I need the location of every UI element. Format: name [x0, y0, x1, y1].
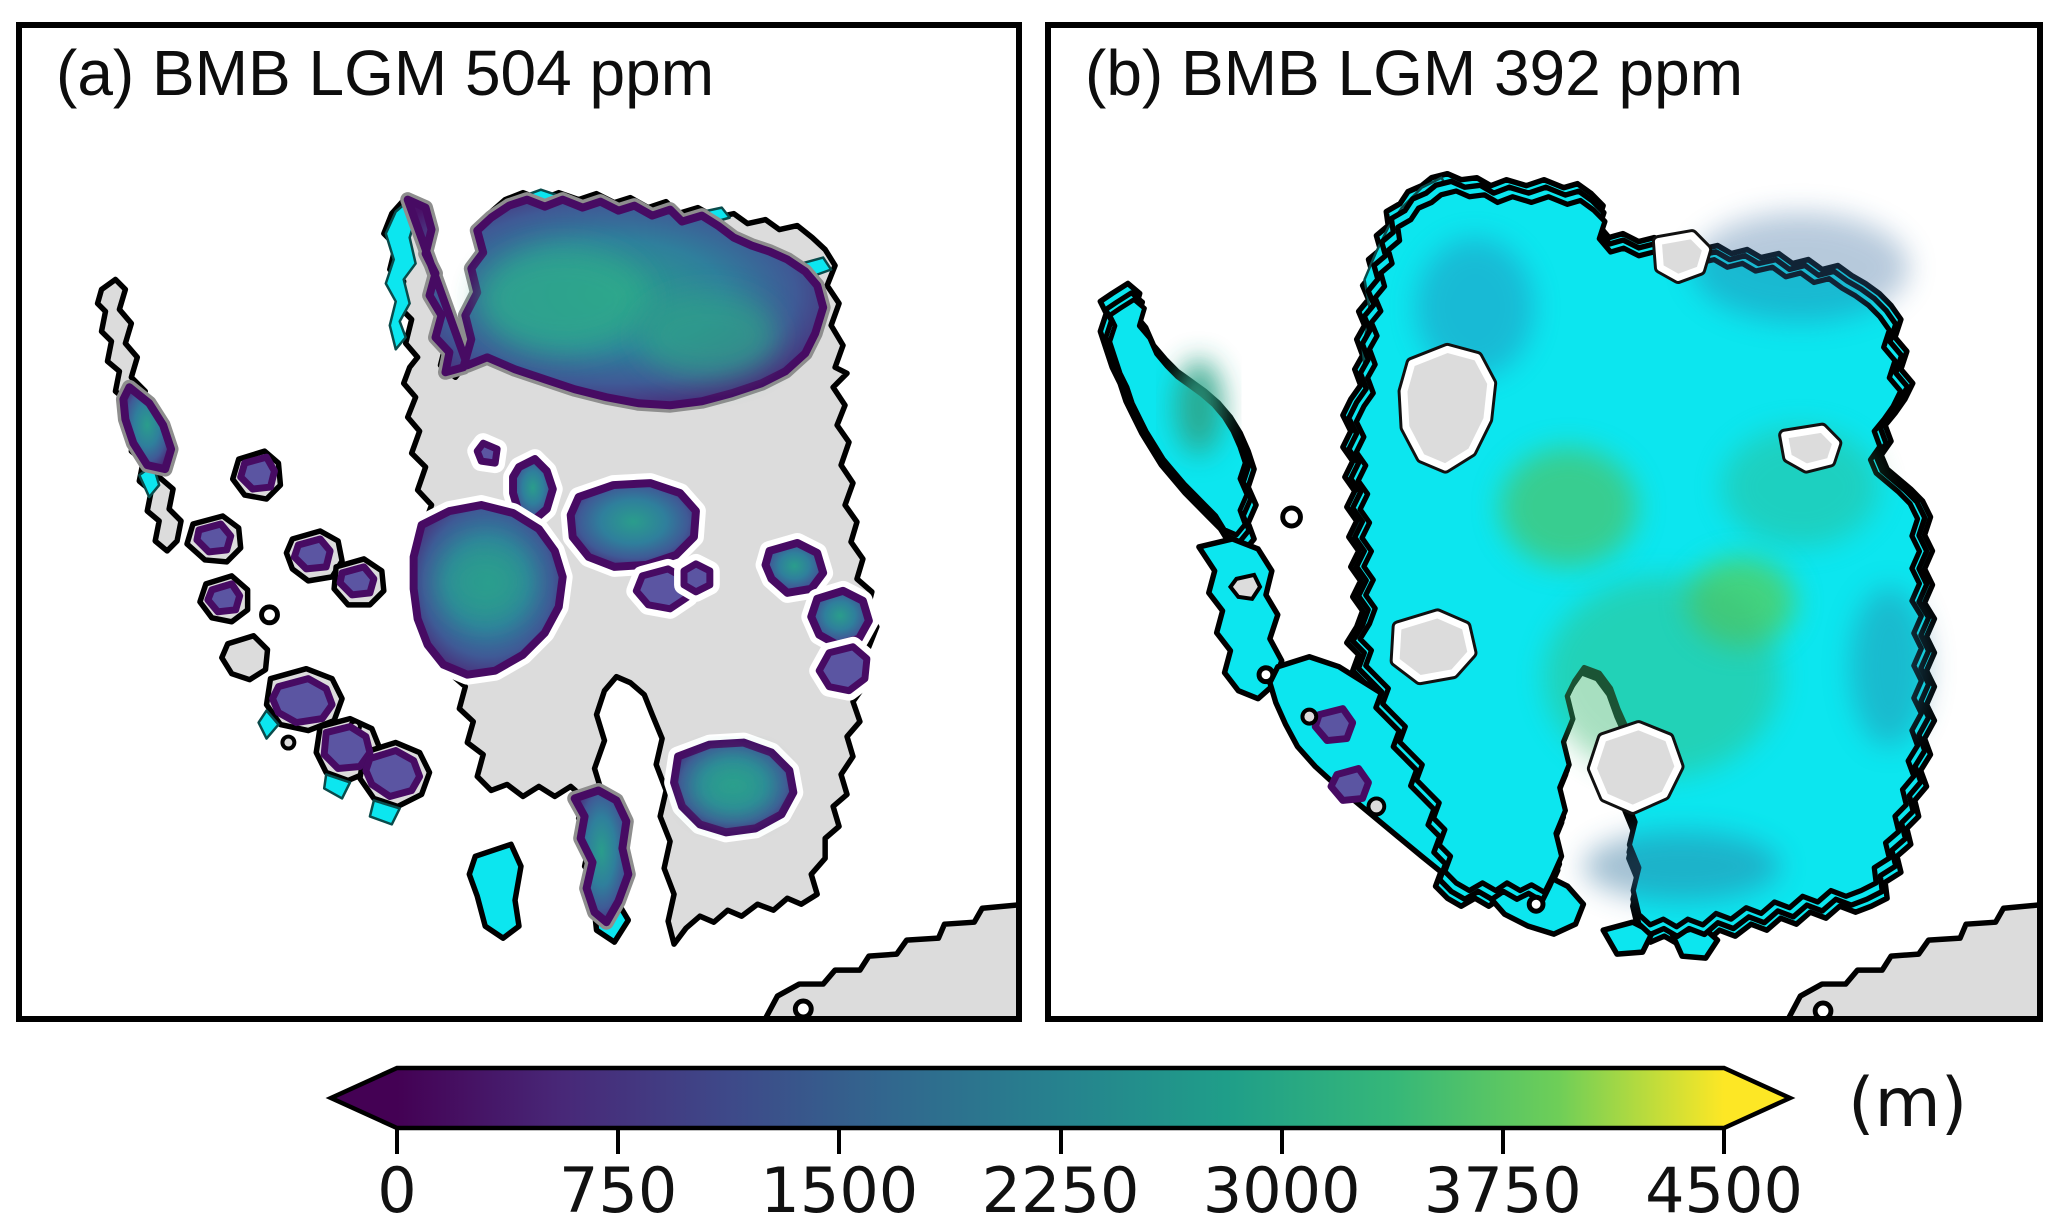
panel-b: (b) BMB LGM 392 ppm	[1045, 22, 2043, 1022]
colorbar-gradient	[397, 1068, 1724, 1128]
colorbar-tick-mark	[1279, 1128, 1284, 1154]
panel-a-title: (a) BMB LGM 504 ppm	[56, 37, 714, 109]
islets-b	[1227, 572, 1546, 914]
land-fragment-b	[1786, 904, 2037, 1016]
colorbar-tick-mark	[1500, 1128, 1505, 1154]
ice-free-patches-b	[1389, 229, 1843, 815]
map-antarctica-392ppm	[1097, 170, 2037, 1016]
colorbar-tick-label: 4500	[1645, 1154, 1803, 1218]
colorbar-tick-label: 3000	[1202, 1154, 1361, 1218]
panel-a: (a) BMB LGM 504 ppm	[16, 22, 1022, 1022]
colorbar-tick-label: 1500	[760, 1154, 919, 1218]
colorbar-tick-label: 2250	[981, 1154, 1140, 1218]
colorbar-tick-mark	[837, 1128, 842, 1154]
ice-thickness-a	[115, 192, 879, 930]
colorbar-ticks: 0 750 1500 2250 3000 3750 4500	[320, 1128, 1803, 1218]
colorbar-tick-label: 3750	[1423, 1154, 1582, 1218]
land-fragment-a	[763, 904, 1016, 1016]
colorbar-tick-mark	[1058, 1128, 1063, 1154]
colorbar-tick-mark	[1722, 1128, 1726, 1154]
panel-b-title: (b) BMB LGM 392 ppm	[1085, 37, 1743, 109]
colorbar-tick-mark	[395, 1128, 399, 1154]
colorbar-under-arrow	[331, 1068, 397, 1128]
ice-sheet-b	[1106, 181, 1929, 936]
colorbar-tick-mark	[616, 1128, 621, 1154]
colorbar-tick-label: 0	[377, 1154, 417, 1218]
colorbar-over-arrow	[1724, 1068, 1790, 1128]
colorbar-tick-label: 750	[558, 1154, 678, 1218]
map-antarctica-504ppm	[94, 188, 1016, 1016]
colorbar-unit-label: (m)	[1848, 1064, 1968, 1143]
